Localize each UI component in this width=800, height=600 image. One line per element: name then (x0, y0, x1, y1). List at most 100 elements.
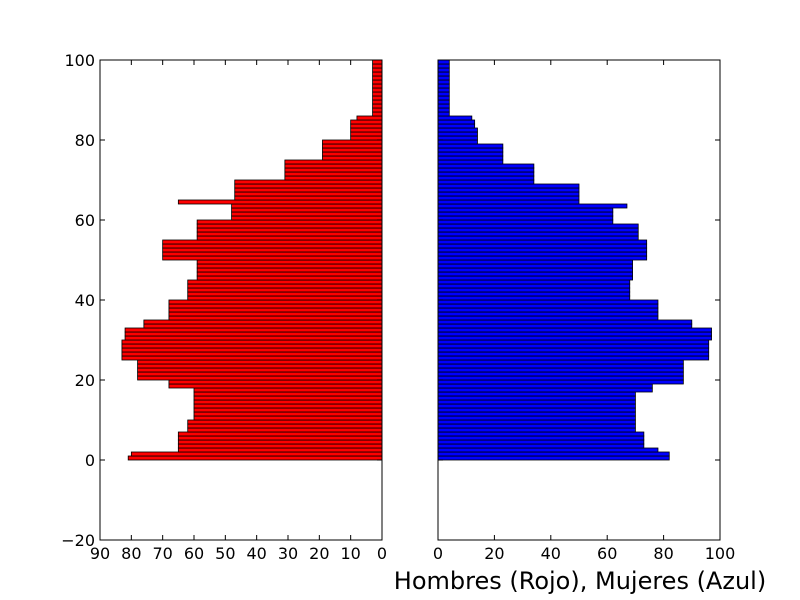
hombres-bar (187, 287, 383, 293)
hombres-bar (187, 283, 383, 289)
mujeres-bar (437, 59, 450, 65)
mujeres-bar (437, 379, 684, 385)
mujeres-bar (437, 243, 648, 249)
mujeres-bar (437, 175, 535, 181)
hombres-bar (193, 399, 383, 405)
hombres-bar (322, 139, 383, 145)
mujeres-bar (437, 183, 580, 189)
x-tick-label: 80 (121, 544, 141, 563)
mujeres-bar (437, 99, 450, 105)
hombres-bar (234, 183, 383, 189)
hombres-bar (196, 227, 383, 233)
hombres-bar (143, 319, 383, 325)
hombres-bar (168, 307, 383, 313)
hombres-bar (350, 123, 383, 129)
hombres-bar (196, 263, 383, 269)
y-tick-label: 40 (75, 291, 95, 310)
hombres-bar (177, 431, 383, 437)
mujeres-y-axis (438, 59, 720, 541)
mujeres-bar (437, 219, 614, 225)
hombres-bar (193, 395, 383, 401)
hombres-bar (322, 147, 383, 153)
hombres-bar (187, 291, 383, 297)
mujeres-bar (437, 399, 636, 405)
hombres-bar (372, 75, 383, 81)
hombres-bar (372, 95, 383, 101)
mujeres-bar (437, 131, 478, 137)
mujeres-bar (437, 311, 659, 317)
hombres-bar (121, 343, 383, 349)
hombres-bar (196, 231, 383, 237)
hombres-bar (168, 315, 383, 321)
hombres-bar (162, 251, 383, 257)
x-tick-label: 100 (705, 544, 736, 563)
hombres-bar (124, 327, 383, 333)
hombres-bar (187, 423, 383, 429)
hombres-bar (177, 443, 383, 449)
hombres-bar (193, 387, 383, 393)
mujeres-bar (437, 335, 712, 341)
hombres-bar (121, 339, 383, 345)
mujeres-bar (437, 123, 476, 129)
hombres-bar (168, 383, 383, 389)
mujeres-bar (437, 395, 636, 401)
x-tick-label: 90 (90, 544, 110, 563)
mujeres-bar (437, 331, 712, 337)
hombres-bar (137, 367, 383, 373)
hombres-bar (177, 199, 383, 205)
mujeres-bar (437, 87, 450, 93)
mujeres-bar (437, 91, 450, 97)
mujeres-bar (437, 427, 636, 433)
mujeres-bar (437, 67, 450, 73)
mujeres-bar (437, 403, 636, 409)
mujeres-bar (437, 303, 659, 309)
mujeres-bar (437, 139, 478, 145)
mujeres-bar (437, 255, 648, 261)
mujeres-bar (437, 343, 710, 349)
mujeres-bar (437, 439, 645, 445)
y-tick-label: 20 (75, 371, 95, 390)
mujeres-bar (437, 63, 450, 69)
hombres-bar (177, 439, 383, 445)
hombres-bar (162, 243, 383, 249)
mujeres-bar (437, 371, 684, 377)
hombres-bar (372, 59, 383, 65)
hombres-bar (177, 435, 383, 441)
hombres-bar (196, 235, 383, 241)
mujeres-bar (437, 387, 653, 393)
mujeres-bar (437, 211, 614, 217)
mujeres-bar (437, 115, 473, 121)
hombres-bar (187, 295, 383, 301)
x-tick-label: 80 (653, 544, 673, 563)
x-tick-label: 20 (484, 544, 504, 563)
mujeres-bar (437, 339, 710, 345)
y-tick-label: 100 (64, 51, 95, 70)
mujeres-bar (437, 239, 648, 245)
hombres-bar (168, 299, 383, 305)
hombres-bar (162, 247, 383, 253)
y-tick-label: −20 (61, 531, 95, 550)
x-tick-label: 30 (278, 544, 298, 563)
hombres-bar (193, 391, 383, 397)
mujeres-bar (437, 271, 633, 277)
mujeres-bar (437, 367, 684, 373)
hombres-bar (322, 151, 383, 157)
hombres-bar (193, 403, 383, 409)
mujeres-bar (437, 75, 450, 81)
hombres-bar (231, 215, 383, 221)
mujeres-bar (437, 351, 710, 357)
hombres-bar (231, 203, 383, 209)
hombres-bar (350, 127, 383, 133)
mujeres-bar (437, 187, 580, 193)
mujeres-bar (437, 179, 535, 185)
hombres-bar (127, 455, 383, 461)
mujeres-bar (437, 451, 670, 457)
hombres-bar (231, 211, 383, 217)
mujeres-bar (437, 411, 636, 417)
x-tick-label: 40 (246, 544, 266, 563)
hombres-bar (137, 363, 383, 369)
mujeres-bar (437, 447, 659, 453)
mujeres-bar (437, 171, 535, 177)
mujeres-bar (437, 423, 636, 429)
